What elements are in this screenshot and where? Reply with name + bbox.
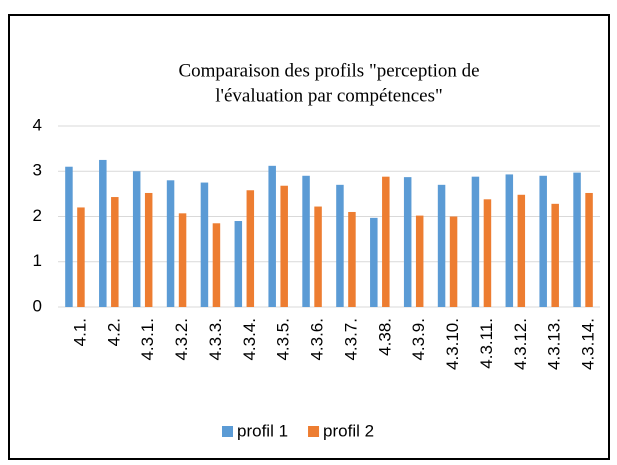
x-tick-label: 4.2. [104,318,123,346]
bar [178,213,187,307]
bar [144,192,153,307]
bar [517,194,526,307]
x-tick-label: 4.3.12. [511,318,530,370]
bar [415,215,424,307]
y-tick-label: 3 [33,161,42,180]
x-tick-label: 4.38. [375,318,394,356]
bar [539,175,547,307]
bar [403,177,412,307]
bar [505,174,514,307]
bar [471,176,480,307]
bar [268,165,276,307]
bar [65,166,73,307]
bar [77,207,85,307]
chart-title: Comparaison des profils "perception de [178,60,479,81]
bar [573,172,581,307]
bar [585,192,593,307]
bar [382,176,390,307]
x-tick-label: 4.3.2. [172,318,191,361]
bar [348,211,356,307]
x-tick-label: 4.3.1. [138,318,157,361]
bar [302,175,310,307]
legend-label: profil 2 [323,421,374,440]
bar [551,203,559,307]
bar [132,171,141,307]
y-tick-label: 2 [33,206,42,225]
bar [370,217,378,307]
bar [234,221,243,307]
x-tick-label: 4.3.3. [206,318,225,361]
bar [280,185,288,307]
x-tick-label: 4.3.11. [477,318,496,369]
bar [336,184,344,307]
bar [314,206,322,307]
legend-swatch [308,426,320,437]
bar [99,159,107,307]
bar [437,184,446,307]
x-tick-label: 4.3.10. [443,318,462,370]
bar [166,180,175,307]
x-tick-label: 4.3.9. [409,318,428,361]
x-tick-label: 4.3.14. [579,318,598,370]
x-tick-label: 4.3.5. [274,318,293,361]
legend-swatch [222,426,233,437]
bar [212,223,221,307]
x-tick-label: 4.3.6. [308,318,327,361]
bar [483,199,492,307]
y-tick-label: 1 [33,251,42,270]
x-tick-label: 4.1. [70,318,89,346]
x-tick-label: 4.3.13. [545,318,564,370]
bar [449,216,458,307]
legend-label: profil 1 [237,421,288,440]
x-tick-label: 4.3.4. [240,318,259,361]
bar [200,182,209,307]
bar [246,190,255,307]
y-tick-label: 0 [33,296,42,315]
x-tick-label: 4.3.7. [341,318,360,361]
chart-title: l'évaluation par compétences" [215,85,442,106]
bar [111,197,119,307]
y-tick-label: 4 [33,115,42,134]
